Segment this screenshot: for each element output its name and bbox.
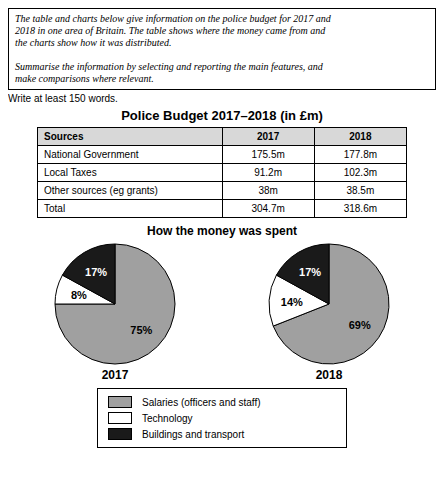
html-text:Sources: Sources (44, 131, 84, 142)
svg-text:14%: 14% (281, 296, 303, 308)
html-text:175.5m: 175.5m (251, 149, 285, 160)
html-text:2017: 2017 (257, 131, 280, 142)
html-text:Police Budget 2017–2018 (in £m: Police Budget 2017–2018 (in £m) (121, 108, 323, 123)
html-text:38.5m: 38.5m (346, 185, 375, 196)
html-text:National Government: National Government (44, 149, 139, 160)
html-text:Buildings and transport: Buildings and transport (142, 428, 245, 440)
svg-text:8%: 8% (71, 289, 87, 301)
html-text:318.6m: 318.6m (343, 203, 377, 214)
html-text:2017: 2017 (101, 368, 129, 382)
html-text:177.8m: 177.8m (343, 149, 377, 160)
html-text:The table and charts below giv: The table and charts below give informat… (15, 13, 331, 84)
html-text:How the money was spent: How the money was spent (147, 224, 297, 238)
html-text:Total: Total (44, 203, 66, 214)
html-text:91.2m: 91.2m (254, 167, 282, 178)
svg-text:69%: 69% (349, 319, 371, 331)
html-text:2018: 2018 (315, 368, 343, 382)
html-text:Other sources (eg grants): Other sources (eg grants) (44, 185, 158, 196)
html-text:Technology: Technology (142, 412, 193, 424)
html-text:Salaries (officers and staff): Salaries (officers and staff) (142, 396, 261, 408)
html-text:Local Taxes: Local Taxes (44, 167, 97, 178)
svg-text:17%: 17% (299, 266, 321, 278)
html-text:102.3m: 102.3m (343, 167, 377, 178)
html-text:304.7m: 304.7m (251, 203, 285, 214)
html-text:38m: 38m (258, 185, 278, 196)
html-text:Write at least 150 words.: Write at least 150 words. (8, 93, 118, 104)
svg-text:17%: 17% (85, 266, 107, 278)
svg-text:75%: 75% (130, 324, 152, 336)
html-text:2018: 2018 (349, 131, 372, 142)
